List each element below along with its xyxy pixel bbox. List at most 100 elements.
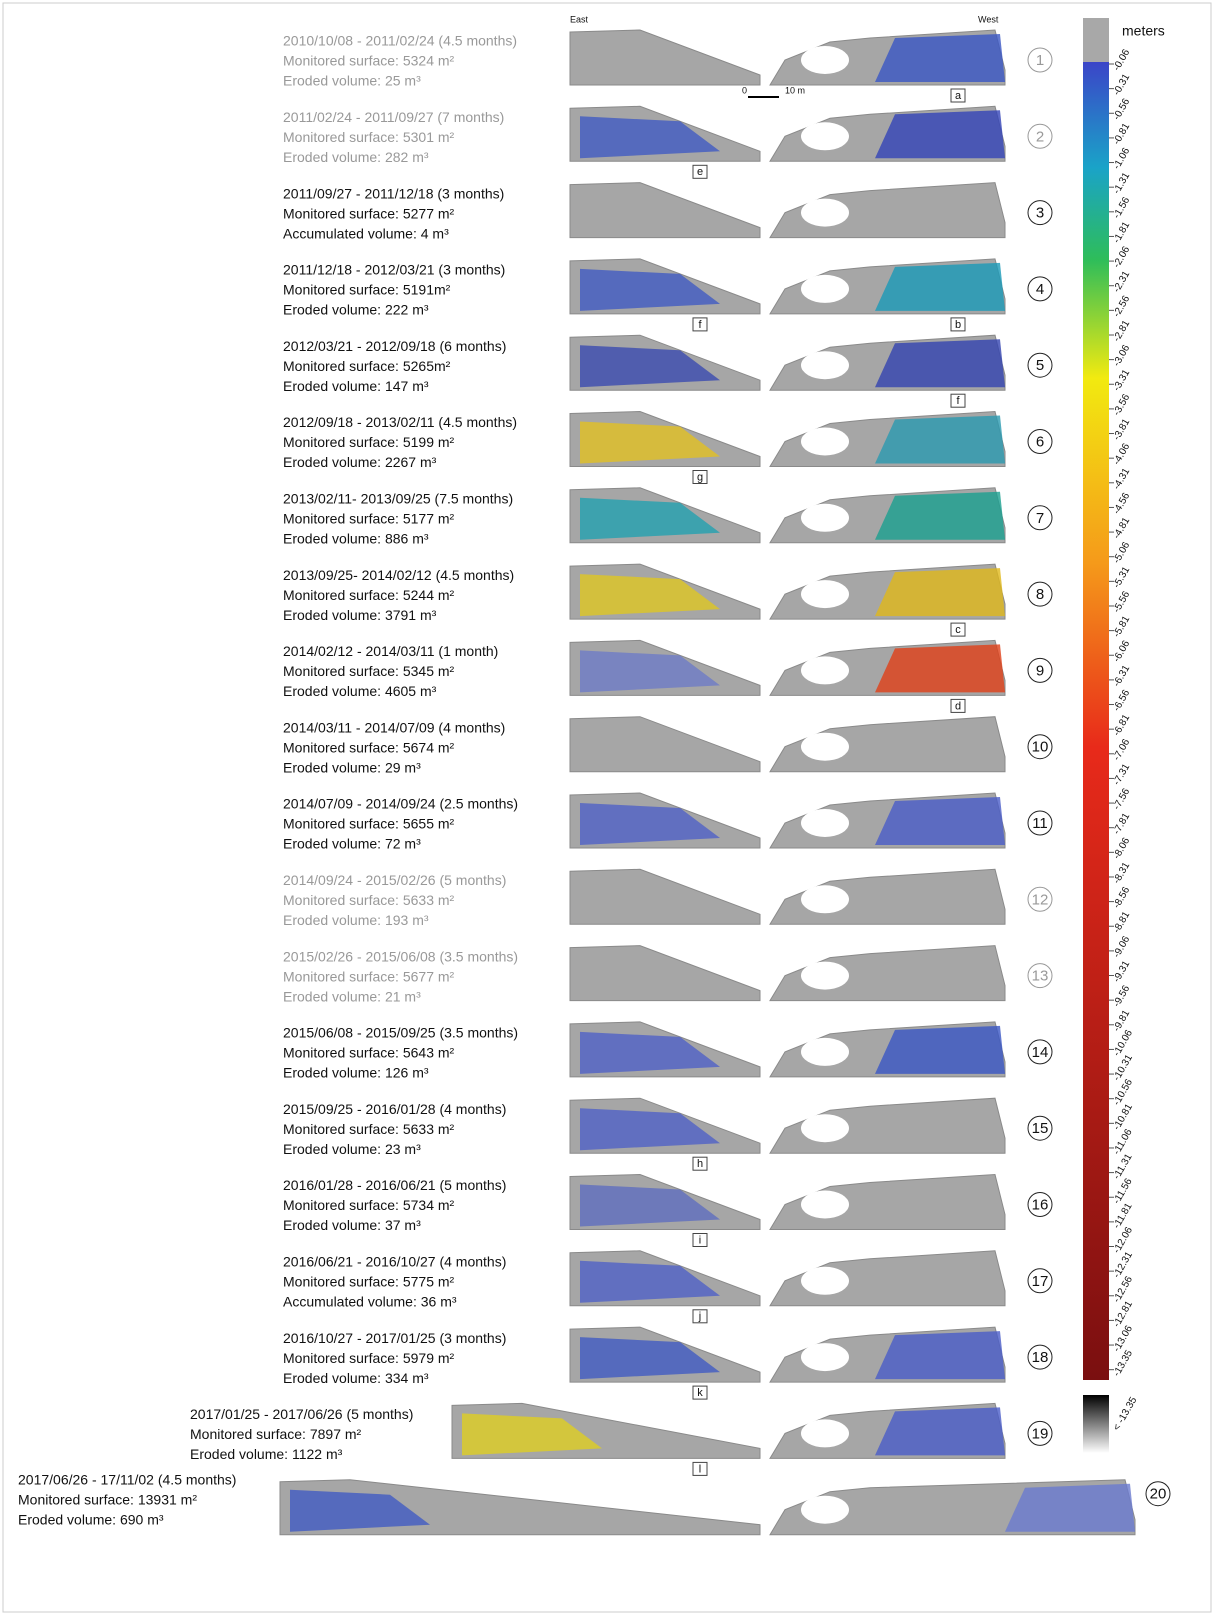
tag: e: [697, 166, 703, 178]
row-surface: Monitored surface: 5643 m²: [283, 1045, 455, 1061]
left-change: [580, 345, 720, 387]
colorbar-label: -7.06: [1111, 737, 1132, 763]
row-volume: Accumulated volume: 4 m³: [283, 225, 449, 241]
east-label: East: [570, 14, 589, 24]
colorbar-label: -5.81: [1111, 614, 1132, 640]
row-volume: Eroded volume: 2267 m³: [283, 454, 437, 470]
right-change: [875, 1026, 1005, 1074]
row-volume: Eroded volume: 23 m³: [283, 1141, 421, 1157]
row-surface: Monitored surface: 5324 m²: [283, 53, 455, 69]
row-number: 9: [1036, 662, 1044, 679]
tag: j: [698, 1311, 701, 1323]
tag: k: [697, 1387, 703, 1399]
right-hole: [801, 885, 849, 913]
row-surface: Monitored surface: 5177 m²: [283, 511, 455, 527]
row-period: 2014/07/09 - 2014/09/24 (2.5 months): [283, 796, 518, 812]
figure: East West 0 10 m meters < -13.35 -0.06-0…: [0, 0, 1214, 1615]
left-map: [570, 30, 760, 85]
right-hole: [801, 199, 849, 227]
colorbar: [1083, 62, 1109, 1380]
right-hole: [801, 1343, 849, 1371]
row-number: 13: [1032, 968, 1049, 985]
colorbar-label: -7.81: [1111, 811, 1132, 837]
left-change: [580, 574, 720, 616]
row-surface: Monitored surface: 5655 m²: [283, 816, 455, 832]
colorbar-label: -9.56: [1111, 983, 1132, 1009]
row-surface: Monitored surface: 5775 m²: [283, 1274, 455, 1290]
row: 2014/07/09 - 2014/09/24 (2.5 months) Moni…: [283, 793, 1052, 852]
colorbar-label: -12.06: [1111, 1225, 1135, 1255]
row: 2011/12/18 - 2012/03/21 (3 months)Monito…: [283, 259, 1052, 331]
row-surface: Monitored surface: 5301 m²: [283, 129, 455, 145]
row-period: 2012/09/18 - 2013/02/11 (4.5 months): [283, 414, 517, 430]
right-hole: [801, 351, 849, 379]
colorbar-label: -13.06: [1111, 1323, 1135, 1353]
colorbar-label: -10.06: [1111, 1028, 1135, 1058]
row-number: 16: [1032, 1196, 1049, 1213]
row-number: 14: [1032, 1044, 1049, 1061]
row-surface: Monitored surface: 5345 m²: [283, 663, 455, 679]
right-change: [875, 568, 1005, 616]
right-hole: [801, 1038, 849, 1066]
right-change: [875, 644, 1005, 692]
colorbar-label: -13.35: [1111, 1348, 1135, 1378]
right-hole: [801, 1496, 849, 1524]
right-hole: [801, 733, 849, 761]
right-change: [875, 492, 1005, 540]
colorbar-label: -1.81: [1111, 220, 1132, 246]
row: 2014/02/12 - 2014/03/11 (1 month)Monitor…: [283, 640, 1052, 712]
row-period: 2017/06/26 - 17/11/02 (4.5 months): [18, 1471, 236, 1487]
colorbar-label: -5.31: [1111, 565, 1132, 591]
row-number: 10: [1032, 739, 1049, 756]
row: 2015/09/25 - 2016/01/28 (4 months)Monito…: [283, 1098, 1052, 1170]
row-surface: Monitored surface: 5633 m²: [283, 1121, 455, 1137]
row-period: 2017/01/25 - 2017/06/26 (5 months): [190, 1406, 413, 1422]
tag: g: [697, 471, 703, 483]
colorbar-label: -4.81: [1111, 515, 1132, 541]
colorbar-label: -11.56: [1111, 1176, 1135, 1206]
row-period: 2016/06/21 - 2016/10/27 (4 months): [283, 1254, 506, 1270]
right-change: [875, 1331, 1005, 1379]
row-volume: Eroded volume: 282 m³: [283, 149, 429, 165]
colorbar-label: -1.31: [1111, 170, 1132, 196]
right-change: [875, 110, 1005, 158]
left-change: [580, 1261, 720, 1303]
row: 2011/09/27 - 2011/12/18 (3 months)Monito…: [283, 183, 1052, 242]
colorbar-label: -9.06: [1111, 934, 1132, 960]
row: 2013/02/11- 2013/09/25 (7.5 months)Monit…: [283, 488, 1052, 547]
left-map: [570, 946, 760, 1001]
right-hole: [801, 275, 849, 303]
row-period: 2013/09/25- 2014/02/12 (4.5 months): [283, 567, 514, 583]
row-surface: Monitored surface: 5244 m²: [283, 587, 455, 603]
right-change: [875, 797, 1005, 845]
colorbar-label: -0.06: [1111, 47, 1132, 73]
right-change: [1005, 1484, 1135, 1532]
colorbar-label: -3.81: [1111, 417, 1132, 443]
row-surface: Monitored surface: 5277 m²: [283, 205, 455, 221]
left-change: [580, 269, 720, 311]
row-number: 17: [1032, 1273, 1049, 1290]
left-change: [580, 498, 720, 540]
colorbar-unit: meters: [1122, 23, 1165, 39]
row-surface: Monitored surface: 5199 m²: [283, 434, 455, 450]
colorbar-label: -9.31: [1111, 959, 1132, 985]
row-number: 1: [1036, 52, 1044, 69]
row-volume: Eroded volume: 4605 m³: [283, 683, 437, 699]
row-surface: Monitored surface: 5633 m²: [283, 892, 455, 908]
colorbar-label: -4.06: [1111, 441, 1132, 467]
colorbar-label: -2.56: [1111, 294, 1132, 320]
colorbar-label: -7.31: [1111, 762, 1132, 788]
colorbar-label: -12.56: [1111, 1274, 1135, 1304]
left-map: [570, 869, 760, 924]
left-map: [570, 717, 760, 772]
colorbar-label: -11.06: [1111, 1127, 1135, 1157]
right-hole: [801, 504, 849, 532]
tag: d: [955, 700, 961, 712]
row: 2016/01/28 - 2016/06/21 (5 months)Monito…: [283, 1175, 1052, 1247]
left-map: [570, 183, 760, 238]
right-hole: [801, 962, 849, 990]
colorbar-label: -1.56: [1111, 195, 1132, 221]
colorbar-label: -6.31: [1111, 663, 1132, 689]
row-period: 2014/09/24 - 2015/02/26 (5 months): [283, 872, 506, 888]
row-volume: Eroded volume: 21 m³: [283, 988, 421, 1004]
